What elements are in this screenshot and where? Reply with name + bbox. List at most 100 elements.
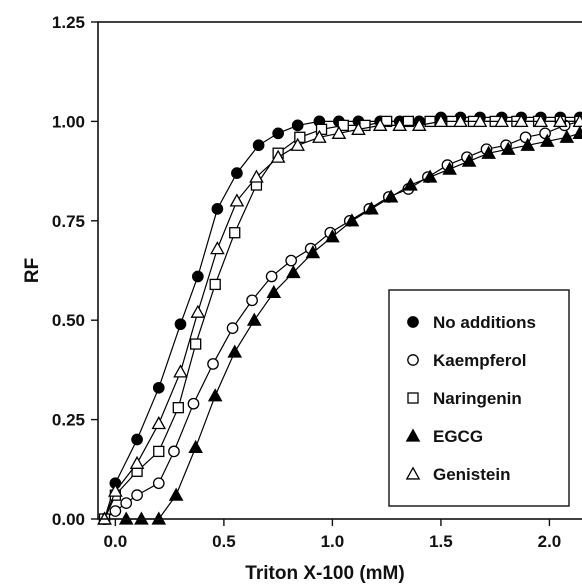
data-point bbox=[351, 121, 366, 135]
data-point bbox=[539, 133, 555, 147]
y-tick-label: 0.75 bbox=[52, 212, 85, 231]
legend-item: No additions bbox=[407, 313, 536, 332]
data-point bbox=[572, 113, 582, 128]
y-tick-label: 0.25 bbox=[52, 411, 85, 430]
data-point bbox=[453, 113, 468, 128]
data-point bbox=[325, 229, 340, 243]
data-point bbox=[131, 489, 143, 501]
data-point bbox=[270, 149, 286, 163]
data-point bbox=[472, 113, 488, 128]
data-point bbox=[411, 117, 427, 131]
legend-item: Genistein bbox=[405, 465, 510, 484]
data-point bbox=[229, 193, 245, 207]
data-point bbox=[246, 312, 262, 326]
data-point bbox=[187, 397, 200, 410]
data-point bbox=[252, 139, 265, 152]
data-point bbox=[190, 304, 206, 318]
series-egcg bbox=[97, 125, 582, 525]
data-point bbox=[265, 270, 278, 283]
data-point bbox=[109, 505, 122, 517]
data-point bbox=[461, 153, 477, 167]
data-point bbox=[227, 344, 243, 358]
x-tick-label: 0.0 bbox=[104, 532, 128, 551]
legend-box bbox=[388, 289, 570, 507]
data-point bbox=[286, 264, 301, 279]
y-tick-label: 0.50 bbox=[52, 311, 85, 330]
y-tick-label: 1.25 bbox=[52, 13, 85, 32]
data-point bbox=[520, 137, 536, 151]
data-point bbox=[266, 284, 282, 298]
data-point bbox=[291, 119, 304, 132]
data-point bbox=[108, 483, 123, 497]
data-point bbox=[188, 439, 203, 454]
data-point bbox=[364, 201, 379, 215]
data-point bbox=[120, 497, 133, 509]
legend-label: EGCG bbox=[433, 427, 483, 446]
data-point bbox=[210, 241, 225, 255]
data-point bbox=[231, 167, 243, 179]
legend-item: Naringenin bbox=[407, 389, 522, 408]
data-point bbox=[422, 169, 438, 183]
data-point bbox=[344, 213, 360, 227]
data-point bbox=[152, 477, 165, 490]
data-point bbox=[552, 113, 568, 128]
data-point bbox=[494, 113, 509, 128]
data-point bbox=[173, 364, 188, 378]
x-axis: 0.0 0.5 1.0 1.5 2.0 bbox=[104, 519, 561, 551]
data-point bbox=[305, 245, 321, 259]
data-point bbox=[229, 227, 241, 239]
data-point bbox=[403, 177, 418, 191]
data-point bbox=[285, 254, 298, 267]
data-point bbox=[207, 388, 223, 402]
data-point bbox=[207, 358, 219, 370]
data-point bbox=[433, 113, 449, 128]
data-point bbox=[402, 115, 415, 128]
legend-marker bbox=[407, 354, 419, 366]
data-point bbox=[209, 278, 221, 291]
legend-marker bbox=[405, 428, 421, 442]
data-point bbox=[500, 141, 516, 155]
data-point bbox=[211, 203, 224, 215]
data-point bbox=[572, 125, 582, 139]
legend-marker bbox=[407, 392, 419, 404]
plot-frame bbox=[97, 21, 582, 520]
data-point bbox=[312, 129, 327, 143]
data-point bbox=[151, 416, 167, 430]
data-point bbox=[337, 119, 349, 132]
data-point bbox=[249, 169, 264, 183]
data-point bbox=[513, 113, 529, 128]
legend-marker bbox=[405, 466, 421, 480]
data-point bbox=[533, 113, 549, 128]
data-point bbox=[442, 161, 457, 175]
y-axis: 0.00 0.25 0.50 0.75 1.00 1.25 bbox=[52, 13, 98, 529]
data-point bbox=[153, 445, 165, 458]
x-tick-label: 1.0 bbox=[321, 532, 345, 551]
legend: No additions Kaempferol Naringenin EGCG Geni… bbox=[388, 289, 570, 507]
data-point bbox=[131, 433, 143, 446]
legend-item: EGCG bbox=[405, 427, 483, 446]
data-point bbox=[191, 270, 204, 283]
data-point bbox=[272, 127, 284, 140]
legend-item: Kaempferol bbox=[407, 351, 527, 370]
data-point bbox=[172, 402, 184, 414]
legend-label: Kaempferol bbox=[433, 351, 527, 370]
legend-label: Genistein bbox=[433, 465, 510, 484]
data-point bbox=[290, 137, 305, 151]
data-point bbox=[129, 455, 145, 469]
data-point bbox=[424, 115, 436, 128]
data-point bbox=[331, 125, 347, 139]
data-point bbox=[372, 117, 388, 131]
legend-marker bbox=[407, 316, 419, 328]
data-point bbox=[559, 129, 575, 143]
legend-label: No additions bbox=[433, 313, 536, 332]
y-tick-label: 1.00 bbox=[52, 112, 85, 131]
data-point bbox=[174, 318, 187, 331]
data-point bbox=[168, 487, 184, 501]
data-point bbox=[383, 189, 399, 203]
y-tick-label: 0.00 bbox=[52, 510, 85, 529]
data-point bbox=[246, 294, 258, 307]
y-axis-label: RF bbox=[22, 258, 43, 283]
legend-label: Naringenin bbox=[433, 389, 522, 408]
x-tick-label: 1.5 bbox=[429, 532, 453, 551]
